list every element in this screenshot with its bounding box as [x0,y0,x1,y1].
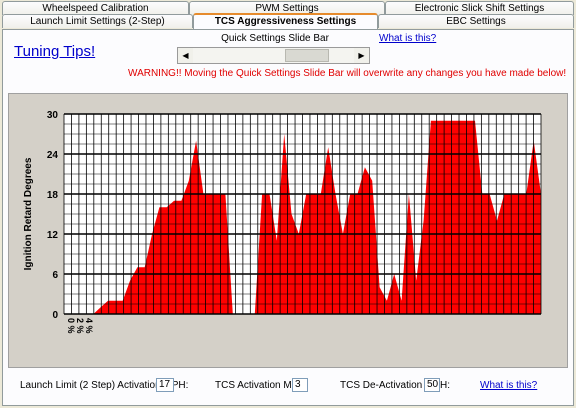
x-tick-label: 0 % [66,318,76,334]
scroll-right-icon[interactable]: ▶ [354,48,369,63]
slider-thumb[interactable] [285,49,329,62]
what-is-this-link-top[interactable]: What is this? [379,33,437,44]
retard-chart[interactable]: 0 6 12 18 24 30 Ignition Retard Degrees 0 % 2 % 4… [9,94,569,369]
y-tick-label: 0 [52,310,58,321]
quick-settings-label: Quick Settings Slide Bar [221,33,329,44]
tab-label: Wheelspeed Calibration [42,3,149,14]
tcs-activation-field[interactable]: 3 [292,378,308,392]
scroll-left-icon[interactable]: ◀ [178,48,193,63]
tcs-activation-label: TCS Activation MPH: [215,380,309,391]
x-tick-label: 4 % [84,318,94,334]
quick-settings-slider[interactable]: ◀ ▶ [177,47,370,64]
y-tick-label: 18 [47,190,59,201]
warning-text: WARNING!! Moving the Quick Settings Slid… [128,68,567,79]
tuning-tips-link[interactable]: Tuning Tips! [14,43,96,60]
launch-activation-field[interactable]: 17 [156,378,174,392]
tab-tcs-aggressiveness[interactable]: TCS Aggressiveness Settings [193,13,378,29]
tab-wheelspeed-calibration[interactable]: Wheelspeed Calibration [2,1,189,15]
what-is-this-link-bottom[interactable]: What is this? [480,380,538,391]
y-tick-label: 30 [47,110,59,121]
tab-label: Launch Limit Settings (2-Step) [30,16,165,27]
tab-label: TCS Aggressiveness Settings [214,16,357,27]
tab-label: PWM Settings [255,3,319,14]
x-tick-label: 2 % [75,318,85,334]
tab-launch-limit[interactable]: Launch Limit Settings (2-Step) [2,14,193,28]
tcs-deactivation-label: TCS De-Activation MPH: [340,380,451,391]
y-tick-label: 24 [47,150,59,161]
tcs-deactivation-field[interactable]: 50 [424,378,440,392]
tab-ebc-settings[interactable]: EBC Settings [378,14,574,28]
launch-activation-label: Launch Limit (2 Step) Activation MPH: [20,380,189,391]
y-tick-label: 6 [52,270,58,281]
y-axis-label: Ignition Retard Degrees [23,157,34,270]
tab-label: Electronic Slick Shift Settings [414,3,545,14]
tab-electronic-slick-shift[interactable]: Electronic Slick Shift Settings [385,1,574,15]
tab-label: EBC Settings [446,16,506,27]
chart-frame: 0 6 12 18 24 30 Ignition Retard Degrees 0 % 2 % 4… [8,93,568,368]
y-tick-label: 12 [47,230,59,241]
tab-pwm-settings[interactable]: PWM Settings [189,1,385,15]
